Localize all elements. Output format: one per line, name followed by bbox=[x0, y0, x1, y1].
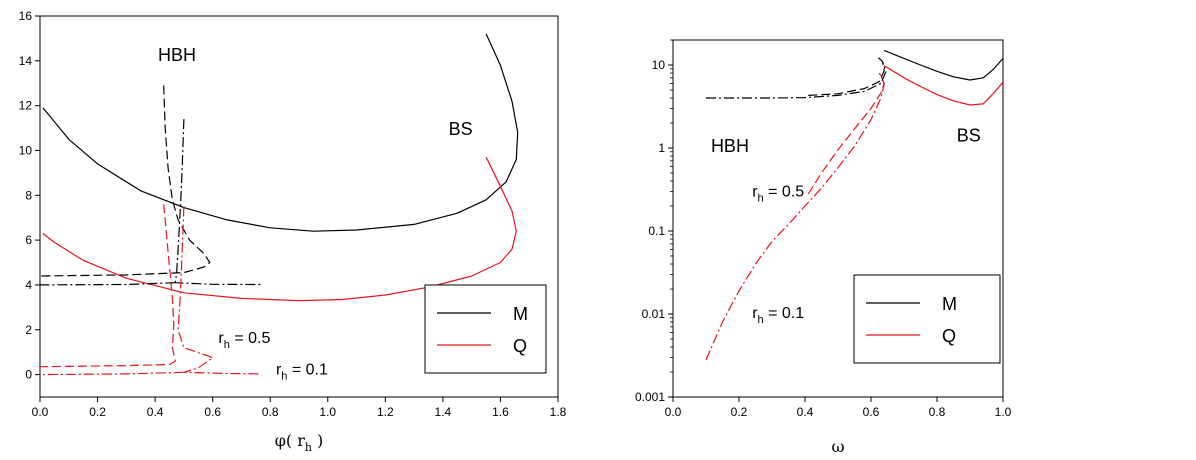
x-tick-label: 0.0 bbox=[32, 405, 49, 419]
series-line-q-dashdot bbox=[177, 206, 262, 375]
x-tick-label: 0.4 bbox=[797, 405, 814, 419]
right-chart: 0.0 0.2 0.4 0.6 0.8 1.0 0.001 0.01 0.1 1 10 ω HBH BS r… bbox=[635, 39, 1012, 456]
left-chart: 0.0 0.2 0.4 0.6 0.8 1.0 1.2 1.4 1.6 1.8 0 2 4 6 8 10 12 1… bbox=[19, 9, 567, 454]
series-line-m-solid bbox=[883, 49, 1004, 81]
x-tick-label: 1.4 bbox=[435, 405, 452, 419]
plot-frame bbox=[672, 39, 1004, 398]
y-tick-label: 0.01 bbox=[642, 307, 666, 321]
annotation-bs: BS bbox=[449, 119, 473, 139]
annotation-rh: rh = 0.1 bbox=[276, 362, 328, 383]
x-tick-label: 0.6 bbox=[204, 405, 221, 419]
series-line-q-dash bbox=[39, 204, 176, 368]
x-tick-label: 0.4 bbox=[147, 405, 164, 419]
annotation-rh: rh = 0.1 bbox=[752, 305, 804, 326]
y-tick-label: 10 bbox=[19, 143, 33, 157]
legend-box bbox=[853, 274, 1001, 364]
annotation-rh: rh = 0.5 bbox=[218, 330, 270, 351]
y-tick-label: 8 bbox=[25, 188, 32, 202]
y-tick-label: 14 bbox=[19, 54, 33, 68]
x-tick-label: 1.8 bbox=[550, 405, 567, 419]
legend-label-m: M bbox=[942, 294, 957, 314]
x-axis-label: ω bbox=[831, 437, 844, 456]
x-tick-label: 0.2 bbox=[89, 405, 106, 419]
x-tick-label: 1.6 bbox=[492, 405, 509, 419]
y-tick-label: 16 bbox=[19, 9, 33, 23]
x-axis-label: φ( rh ) bbox=[275, 431, 324, 454]
y-tick-label: 4 bbox=[25, 278, 32, 292]
annotation-rh: rh = 0.5 bbox=[752, 184, 804, 205]
series-line-m-dashdot bbox=[39, 282, 176, 286]
x-tick-label: 0.0 bbox=[665, 405, 682, 419]
legend-label-m: M bbox=[513, 304, 528, 324]
annotation-hbh: HBH bbox=[158, 45, 196, 65]
legend-label-q: Q bbox=[942, 326, 956, 346]
y-tick-label: 0.1 bbox=[648, 224, 665, 238]
series-line-m-dash bbox=[39, 85, 211, 277]
series-line-m-dashdot bbox=[706, 61, 887, 99]
y-tick-label: 0 bbox=[25, 368, 32, 382]
series-line-q-dashdot bbox=[705, 75, 885, 361]
y-tick-label: 6 bbox=[25, 233, 32, 247]
y-tick-label: 12 bbox=[19, 99, 33, 113]
series-line-q-solid bbox=[42, 156, 517, 302]
plot-frame bbox=[39, 15, 559, 398]
y-tick-label: 0.001 bbox=[635, 390, 665, 404]
series-line-q-dash bbox=[807, 72, 885, 195]
x-tick-label: 0.8 bbox=[262, 405, 279, 419]
legend-label-q: Q bbox=[513, 336, 527, 356]
y-tick-label: 10 bbox=[652, 58, 666, 72]
series-line-m-dash bbox=[808, 56, 885, 96]
series-line-m-solid bbox=[42, 33, 519, 232]
y-tick-label: 2 bbox=[25, 323, 32, 337]
x-tick-label: 0.8 bbox=[929, 405, 946, 419]
series-line-m-dashdot bbox=[174, 119, 262, 286]
y-tick-label: 1 bbox=[658, 141, 665, 155]
x-tick-label: 0.6 bbox=[863, 405, 880, 419]
x-tick-label: 1.2 bbox=[377, 405, 394, 419]
x-tick-label: 1.0 bbox=[995, 405, 1012, 419]
series-line-q-solid bbox=[883, 65, 1004, 106]
annotation-hbh: HBH bbox=[711, 136, 749, 156]
x-tick-label: 0.2 bbox=[731, 405, 748, 419]
legend-box bbox=[424, 284, 547, 374]
x-tick-label: 1.0 bbox=[319, 405, 336, 419]
series-line-q-dashdot bbox=[39, 371, 184, 376]
annotation-bs: BS bbox=[957, 125, 981, 145]
